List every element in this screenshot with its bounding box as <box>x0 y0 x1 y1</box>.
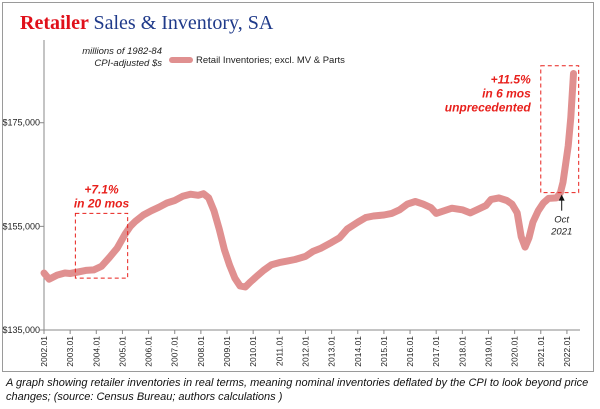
x-tick-label: 2018.01 <box>457 336 467 367</box>
annotation-box-7pct <box>74 212 129 279</box>
chart-title: Retailer Sales & Inventory, SA <box>20 12 273 35</box>
y-tick-label: $155,000 <box>2 221 40 231</box>
x-tick-label: 2010.01 <box>248 336 258 367</box>
oct-2021-arrow-head <box>558 194 565 201</box>
oct-2021-label-line2: 2021 <box>550 227 572 238</box>
chart-title-part1: Retailer <box>20 12 89 34</box>
annotation-label-11pct-line2: in 6 mos <box>482 87 531 101</box>
x-tick-label: 2020.01 <box>510 336 520 367</box>
y-tick-label: $135,000 <box>2 325 40 335</box>
annotation-label-11pct-line3: unprecedented <box>445 101 532 115</box>
series-line-retail-inventories <box>40 70 577 291</box>
x-tick-label: 2004.01 <box>91 336 101 367</box>
x-tick-label: 2016.01 <box>405 336 415 367</box>
annotation-label-7pct-line1: +7.1% <box>84 182 119 196</box>
annotation-box-11pct <box>540 65 580 194</box>
x-tick-label: 2015.01 <box>379 336 389 367</box>
line-chart: $135,000 $155,000 $175,000 2002.01 2003.01 20… <box>2 40 580 367</box>
chart-frame <box>2 2 594 372</box>
x-tick-label: 2013.01 <box>327 336 337 367</box>
units-line2: CPI-adjusted $s <box>94 58 162 69</box>
x-tick-label: 2005.01 <box>117 336 127 367</box>
annotation-label-7pct-line2: in 20 mos <box>74 196 130 210</box>
units-line1: millions of 1982-84 <box>82 46 162 57</box>
x-tick-label: 2021.01 <box>536 336 546 367</box>
x-tick-label: 2022.01 <box>562 336 572 367</box>
x-tick-label: 2006.01 <box>144 336 154 367</box>
x-tick-label: 2008.01 <box>196 336 206 367</box>
x-tick-label: 2011.01 <box>274 336 284 366</box>
x-tick-label: 2009.01 <box>222 336 232 367</box>
units-label: millions of 1982-84 CPI-adjusted $s <box>52 46 162 70</box>
x-tick-label: 2012.01 <box>300 336 310 367</box>
figure-caption: A graph showing retailer inventories in … <box>6 377 589 403</box>
x-tick-label: 2014.01 <box>353 336 363 367</box>
annotation-label-11pct-line1: +11.5% <box>491 73 531 87</box>
x-tick-label: 2002.01 <box>39 336 49 367</box>
y-tick-label: $175,000 <box>2 118 40 128</box>
x-tick-label: 2017.01 <box>431 336 441 367</box>
legend-label: Retail Inventories; excl. MV & Parts <box>196 55 345 66</box>
x-tick-label: 2003.01 <box>65 336 75 367</box>
x-tick-label: 2007.01 <box>170 336 180 367</box>
chart-title-part2: Sales & Inventory, SA <box>93 12 274 34</box>
x-tick-label: 2019.01 <box>483 336 493 367</box>
oct-2021-label-line1: Oct <box>554 215 569 226</box>
